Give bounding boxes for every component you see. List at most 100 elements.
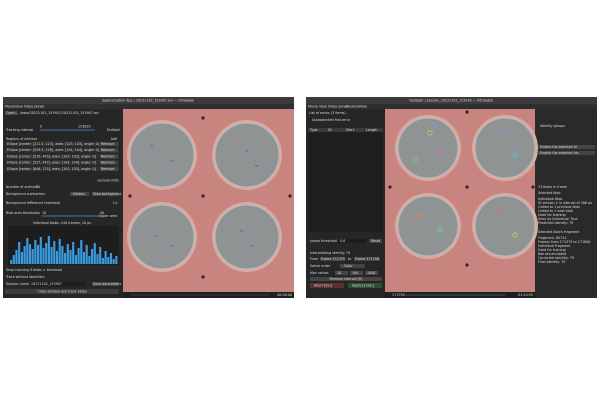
button[interactable]	[70, 192, 89, 196]
time: 01:24:35	[518, 293, 533, 297]
dish	[397, 195, 459, 257]
menu-item[interactable]: Video player	[24, 105, 45, 109]
button[interactable]	[100, 166, 118, 171]
hole	[128, 194, 132, 198]
label: Multiple	[107, 128, 120, 132]
tracked-animal	[497, 207, 503, 213]
button[interactable]	[310, 283, 344, 288]
histogram-bar	[74, 255, 77, 264]
histogram-bar	[18, 242, 21, 264]
hole	[465, 185, 469, 189]
label: Upper area	[99, 214, 117, 218]
view-background-button: View background	[93, 192, 121, 196]
table-header-cell: Start	[346, 128, 355, 132]
value: 14	[113, 201, 117, 205]
menu-item[interactable]: Session	[346, 105, 359, 109]
histogram-bar	[80, 240, 83, 264]
tracked-animal	[437, 227, 443, 233]
session-name: 20231102_153907	[31, 282, 62, 286]
right-title-bar	[306, 97, 597, 104]
left-title-bar	[3, 97, 294, 104]
button[interactable]	[538, 145, 595, 149]
animal	[249, 244, 254, 247]
open-button: Open...	[6, 111, 18, 115]
label: Background difference threshold	[6, 201, 60, 205]
blob-info: ID version 4 in interval of 286 px	[538, 201, 592, 205]
hole	[465, 263, 469, 267]
button[interactable]	[310, 277, 382, 281]
animal	[254, 164, 259, 167]
fragment-info: Not accumulated	[538, 252, 566, 256]
tracked-animal	[437, 147, 443, 153]
menu-item[interactable]: View	[319, 105, 327, 109]
region-item: Ellipse [center: [529.5, 126], axes: [10…	[7, 148, 99, 152]
button[interactable]	[92, 192, 119, 196]
table-header	[308, 128, 383, 132]
button[interactable]	[5, 289, 119, 294]
add-button[interactable]: Add	[111, 137, 117, 141]
button[interactable]	[348, 283, 382, 288]
color-select: Color	[344, 264, 353, 268]
histogram-bar	[39, 237, 42, 264]
label: to	[348, 257, 351, 261]
histogram-bar	[26, 238, 29, 264]
histogram-title: Individual blobs: 244 frames, 10 px	[33, 221, 91, 225]
histogram-bar	[99, 247, 102, 264]
histogram-bar	[66, 244, 69, 264]
hole	[388, 185, 392, 189]
right-side-panel	[535, 109, 597, 298]
max-option: 10	[337, 271, 341, 275]
value: 90	[100, 211, 104, 215]
menu-item[interactable]: Movie	[308, 105, 318, 109]
histogram-bar	[42, 248, 45, 264]
label: Background subtraction	[6, 192, 45, 196]
region-item: Ellipse [center: [210, 445], axes: [103,…	[7, 154, 96, 158]
label: Selected blob's fragment	[538, 230, 580, 234]
menu-item[interactable]: Video player	[328, 105, 349, 109]
label: From	[310, 257, 318, 261]
fragment-info: Final identity: 79	[538, 260, 565, 264]
tracked-animal	[417, 212, 423, 218]
fragment-info: Fragment: 80724	[538, 236, 566, 240]
menu-item[interactable]: Show	[358, 105, 367, 109]
histogram-bar	[88, 256, 91, 264]
button[interactable]	[100, 160, 118, 165]
button[interactable]	[538, 151, 595, 155]
checkbox[interactable]: Track without identities	[5, 275, 45, 279]
histogram-bar	[31, 249, 34, 264]
max-option: 100	[352, 271, 358, 275]
label: Identity groups	[540, 124, 565, 128]
button[interactable]	[92, 282, 119, 286]
button[interactable]	[350, 271, 363, 275]
menu-item[interactable]: View	[15, 105, 23, 109]
button[interactable]	[100, 142, 118, 146]
checkbox[interactable]: Autoselected first error	[312, 118, 351, 122]
region-item: Ellipse [center: [527, 447], axes: [104,…	[7, 161, 96, 165]
frame-number: 171758	[392, 293, 405, 297]
region-row	[5, 166, 119, 172]
label: Interpolating identity 79	[310, 251, 350, 255]
region-row	[5, 160, 119, 166]
checkbox[interactable]: Snap tracking if blobs > threshold	[6, 268, 62, 272]
region-item: Ellipse [center: [211.5, 123], axes: [10…	[7, 142, 99, 146]
button[interactable]	[369, 239, 382, 243]
dish	[397, 117, 459, 179]
dish	[474, 117, 536, 179]
button[interactable]	[340, 264, 365, 268]
max-option: 1000	[367, 271, 375, 275]
button[interactable]	[354, 257, 380, 261]
button[interactable]	[100, 148, 118, 153]
close-button: Close window and track video	[37, 290, 86, 294]
button[interactable]	[320, 257, 345, 261]
button[interactable]	[5, 111, 18, 115]
remove-button: Remove	[101, 167, 114, 171]
button[interactable]	[335, 271, 348, 275]
button[interactable]	[365, 271, 378, 275]
menu-item[interactable]: Movie	[5, 105, 15, 109]
tracked-animal	[512, 152, 518, 158]
histogram-bar	[82, 252, 86, 264]
histogram-bar	[28, 244, 32, 264]
label: Selected blob	[538, 191, 560, 195]
checkbox[interactable]: Exclude ROIs	[97, 179, 119, 183]
button[interactable]	[100, 154, 118, 159]
